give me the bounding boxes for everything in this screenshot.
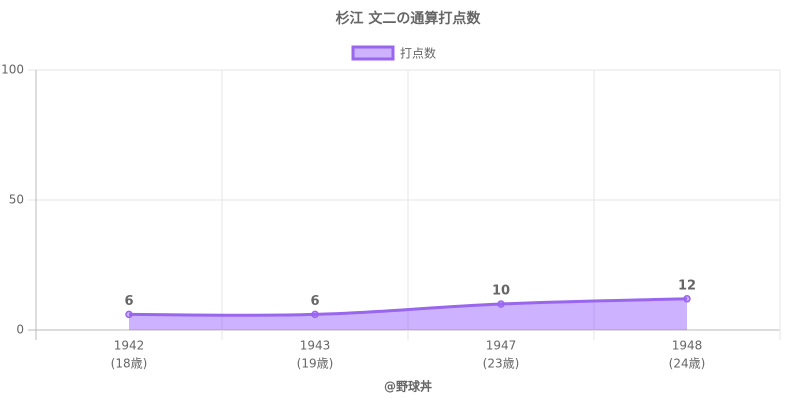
- point: [683, 295, 691, 303]
- x-tick-label: 1948: [672, 339, 703, 353]
- x-tick-label: 1947: [486, 339, 517, 353]
- area: [129, 298, 687, 330]
- x-tick-sublabel: (18歳): [111, 357, 148, 371]
- y-tick-label: 50: [9, 193, 24, 207]
- x-axis-label: @野球丼: [384, 379, 432, 394]
- line: [128, 297, 688, 317]
- data-label: 10: [492, 284, 510, 299]
- data-label: 6: [310, 294, 319, 309]
- point: [125, 310, 133, 319]
- x-tick-sublabel: (24歳): [669, 357, 706, 371]
- legend-label: 打点数: [400, 46, 436, 61]
- x-tick-label: 1942: [114, 339, 145, 353]
- y-tick-label: 0: [16, 323, 24, 337]
- chart-title: 杉江 文二の通算打点数: [336, 10, 482, 27]
- data-label: 12: [678, 278, 696, 293]
- point: [497, 300, 505, 308]
- point: [311, 310, 319, 319]
- y-tick-label: 100: [1, 63, 24, 77]
- x-tick-sublabel: (19歳): [297, 357, 334, 371]
- data-label: 6: [124, 294, 133, 309]
- x-tick-label: 1943: [300, 339, 331, 353]
- legend-swatch: [351, 45, 395, 61]
- x-tick-sublabel: (23歳): [483, 357, 520, 371]
